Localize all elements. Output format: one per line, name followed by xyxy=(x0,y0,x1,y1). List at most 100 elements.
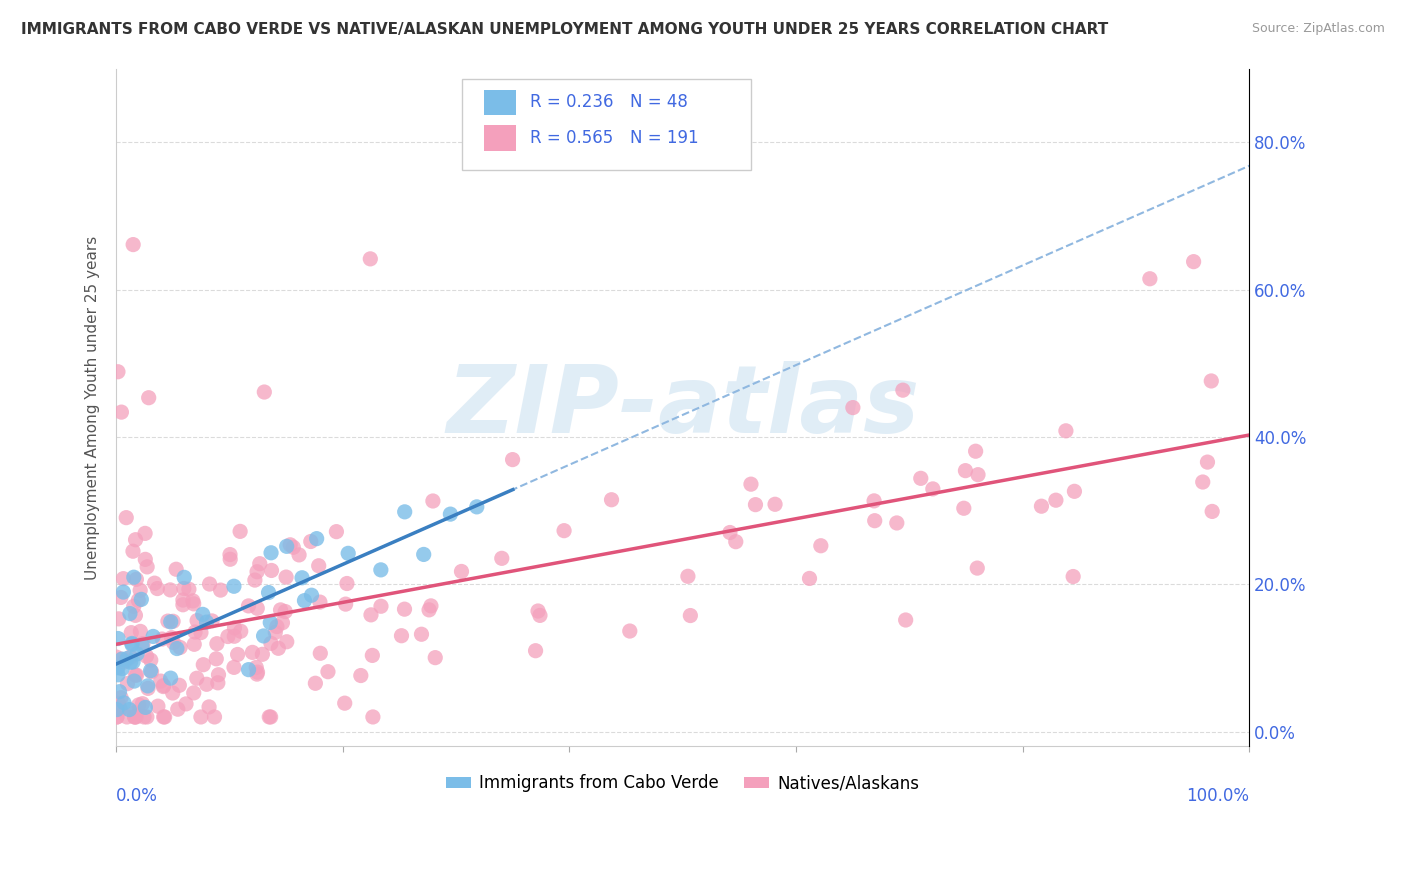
Point xyxy=(863,494,886,508)
Point xyxy=(135,710,157,724)
Text: 100.0%: 100.0% xyxy=(1187,787,1250,805)
Point xyxy=(135,649,157,664)
Point xyxy=(252,648,274,662)
Point xyxy=(162,635,184,649)
Point xyxy=(205,652,228,666)
Point xyxy=(166,702,188,716)
Point xyxy=(166,641,188,656)
Point xyxy=(259,615,281,630)
Point xyxy=(191,607,214,622)
Point xyxy=(111,652,134,666)
Point xyxy=(127,593,149,607)
Point xyxy=(966,561,988,575)
Y-axis label: Unemployment Among Youth under 25 years: Unemployment Among Youth under 25 years xyxy=(86,235,100,580)
Point xyxy=(224,621,246,635)
Point xyxy=(138,391,160,405)
Point xyxy=(450,565,472,579)
Point xyxy=(359,252,381,266)
Point xyxy=(246,665,269,680)
Point xyxy=(337,546,360,560)
Point xyxy=(159,671,181,685)
Point xyxy=(886,516,908,530)
Point xyxy=(718,525,741,540)
Point xyxy=(177,582,200,597)
Text: IMMIGRANTS FROM CABO VERDE VS NATIVE/ALASKAN UNEMPLOYMENT AMONG YOUTH UNDER 25 Y: IMMIGRANTS FROM CABO VERDE VS NATIVE/ALA… xyxy=(21,22,1108,37)
Point xyxy=(107,661,129,675)
Point xyxy=(125,647,148,661)
Point xyxy=(333,696,356,710)
Point xyxy=(271,615,294,630)
Point xyxy=(229,524,252,539)
Point xyxy=(891,383,914,397)
Point xyxy=(967,467,990,482)
Point xyxy=(308,558,330,573)
Point xyxy=(246,667,269,681)
Text: R = 0.236: R = 0.236 xyxy=(530,94,613,112)
Point xyxy=(1054,424,1077,438)
Point xyxy=(112,696,135,710)
Text: R = 0.565: R = 0.565 xyxy=(530,128,613,146)
Point xyxy=(524,643,547,657)
Point xyxy=(1182,254,1205,268)
Point xyxy=(291,571,314,585)
Point xyxy=(259,710,281,724)
Point xyxy=(120,625,142,640)
Point xyxy=(105,703,128,717)
Point xyxy=(238,663,260,677)
Point xyxy=(238,599,260,613)
Point xyxy=(361,710,384,724)
Point xyxy=(217,630,239,644)
Point xyxy=(129,583,152,598)
Point xyxy=(159,582,181,597)
Point xyxy=(953,501,976,516)
Point xyxy=(226,648,249,662)
Point xyxy=(294,593,316,607)
Point xyxy=(370,599,392,614)
Point xyxy=(128,698,150,712)
Point xyxy=(162,686,184,700)
Point xyxy=(252,629,274,643)
Point xyxy=(173,570,195,584)
Point xyxy=(107,365,129,379)
Point xyxy=(129,624,152,639)
Point xyxy=(201,614,224,628)
Point xyxy=(965,444,987,458)
Point xyxy=(190,710,212,724)
Point xyxy=(894,613,917,627)
Point xyxy=(266,619,288,633)
Point xyxy=(1031,499,1053,513)
Point xyxy=(136,679,159,693)
Point xyxy=(108,684,131,698)
Point xyxy=(110,702,132,716)
Point xyxy=(619,624,641,638)
Point xyxy=(107,667,129,681)
Point xyxy=(110,591,132,605)
Point xyxy=(141,665,163,679)
Point xyxy=(105,710,128,724)
Point xyxy=(121,638,143,652)
Point xyxy=(744,498,766,512)
Point xyxy=(183,597,205,611)
Point xyxy=(205,637,228,651)
Point xyxy=(156,614,179,628)
Point xyxy=(131,639,153,653)
Point xyxy=(121,636,143,650)
Point xyxy=(274,570,297,584)
Text: Source: ZipAtlas.com: Source: ZipAtlas.com xyxy=(1251,22,1385,36)
Point xyxy=(111,662,134,676)
Text: ZIP­atlas: ZIP­atlas xyxy=(446,361,920,453)
Point xyxy=(146,699,169,714)
Point xyxy=(224,629,246,643)
Point xyxy=(394,602,416,616)
Point xyxy=(125,668,148,682)
Point xyxy=(350,668,373,682)
Point xyxy=(159,615,181,629)
Point xyxy=(316,665,339,679)
Point xyxy=(418,603,440,617)
Point xyxy=(136,681,159,696)
Point xyxy=(529,608,551,623)
Point xyxy=(169,678,191,692)
Point xyxy=(260,636,283,650)
Point xyxy=(115,510,138,524)
Point xyxy=(183,637,205,651)
